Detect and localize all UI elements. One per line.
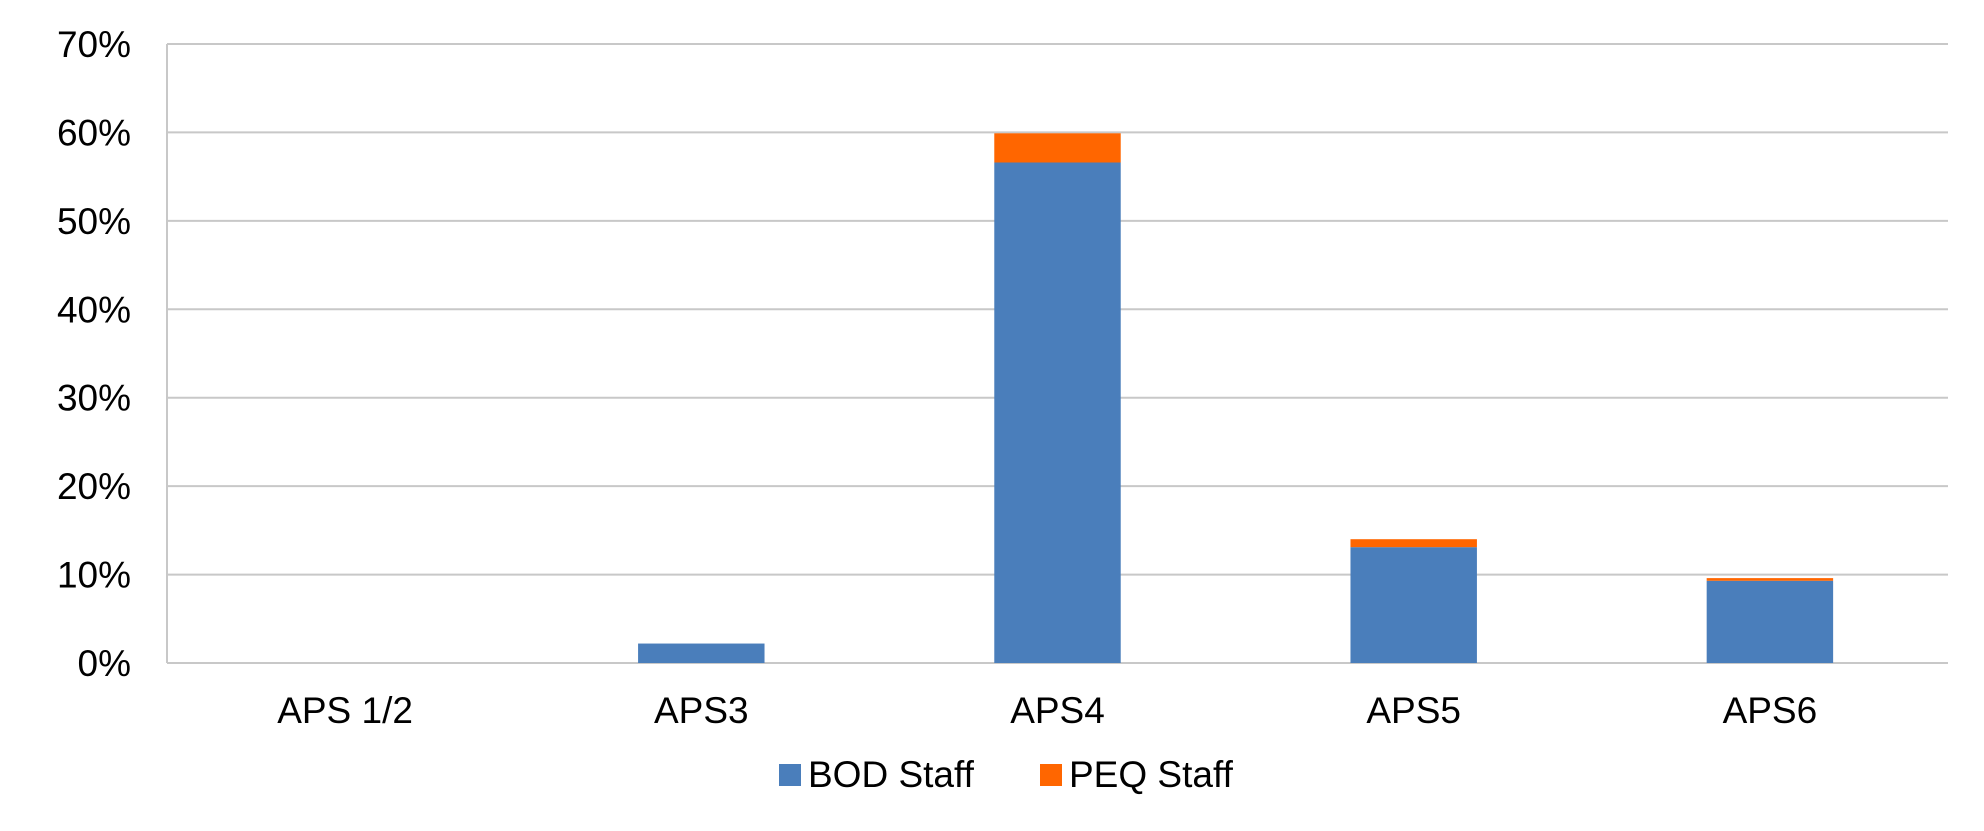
y-tick-label: 10%	[57, 555, 131, 596]
legend-swatch	[779, 764, 801, 786]
legend: BOD Staff PEQ Staff	[779, 754, 1234, 795]
y-tick-label: 0%	[78, 643, 131, 684]
y-tick-label: 60%	[57, 112, 131, 153]
y-tick-label: 50%	[57, 201, 131, 242]
legend-label: PEQ Staff	[1069, 754, 1234, 795]
y-tick-label: 30%	[57, 378, 131, 419]
bars	[638, 133, 1834, 663]
x-axis-category-labels: APS 1/2 APS3 APS4 APS5 APS6	[277, 690, 1817, 731]
y-tick-label: 40%	[57, 289, 131, 330]
bar-segment	[994, 133, 1121, 163]
bar-segment	[638, 643, 765, 663]
y-tick-label: 70%	[57, 24, 131, 65]
x-category-label: APS4	[1010, 690, 1105, 731]
bar-segment	[1706, 580, 1834, 663]
bar-segment	[1706, 578, 1834, 581]
y-tick-label: 20%	[57, 466, 131, 507]
x-category-label: APS3	[654, 690, 749, 731]
legend-swatch	[1040, 764, 1062, 786]
bar-segment	[1350, 547, 1477, 663]
bar-segment	[994, 162, 1121, 663]
bar-segment	[1350, 539, 1477, 548]
legend-label: BOD Staff	[808, 754, 975, 795]
x-category-label: APS6	[1723, 690, 1818, 731]
y-axis-tick-labels: 0% 10% 20% 30% 40% 50% 60% 70%	[57, 24, 131, 684]
x-category-label: APS 1/2	[277, 690, 413, 731]
x-category-label: APS5	[1366, 690, 1461, 731]
